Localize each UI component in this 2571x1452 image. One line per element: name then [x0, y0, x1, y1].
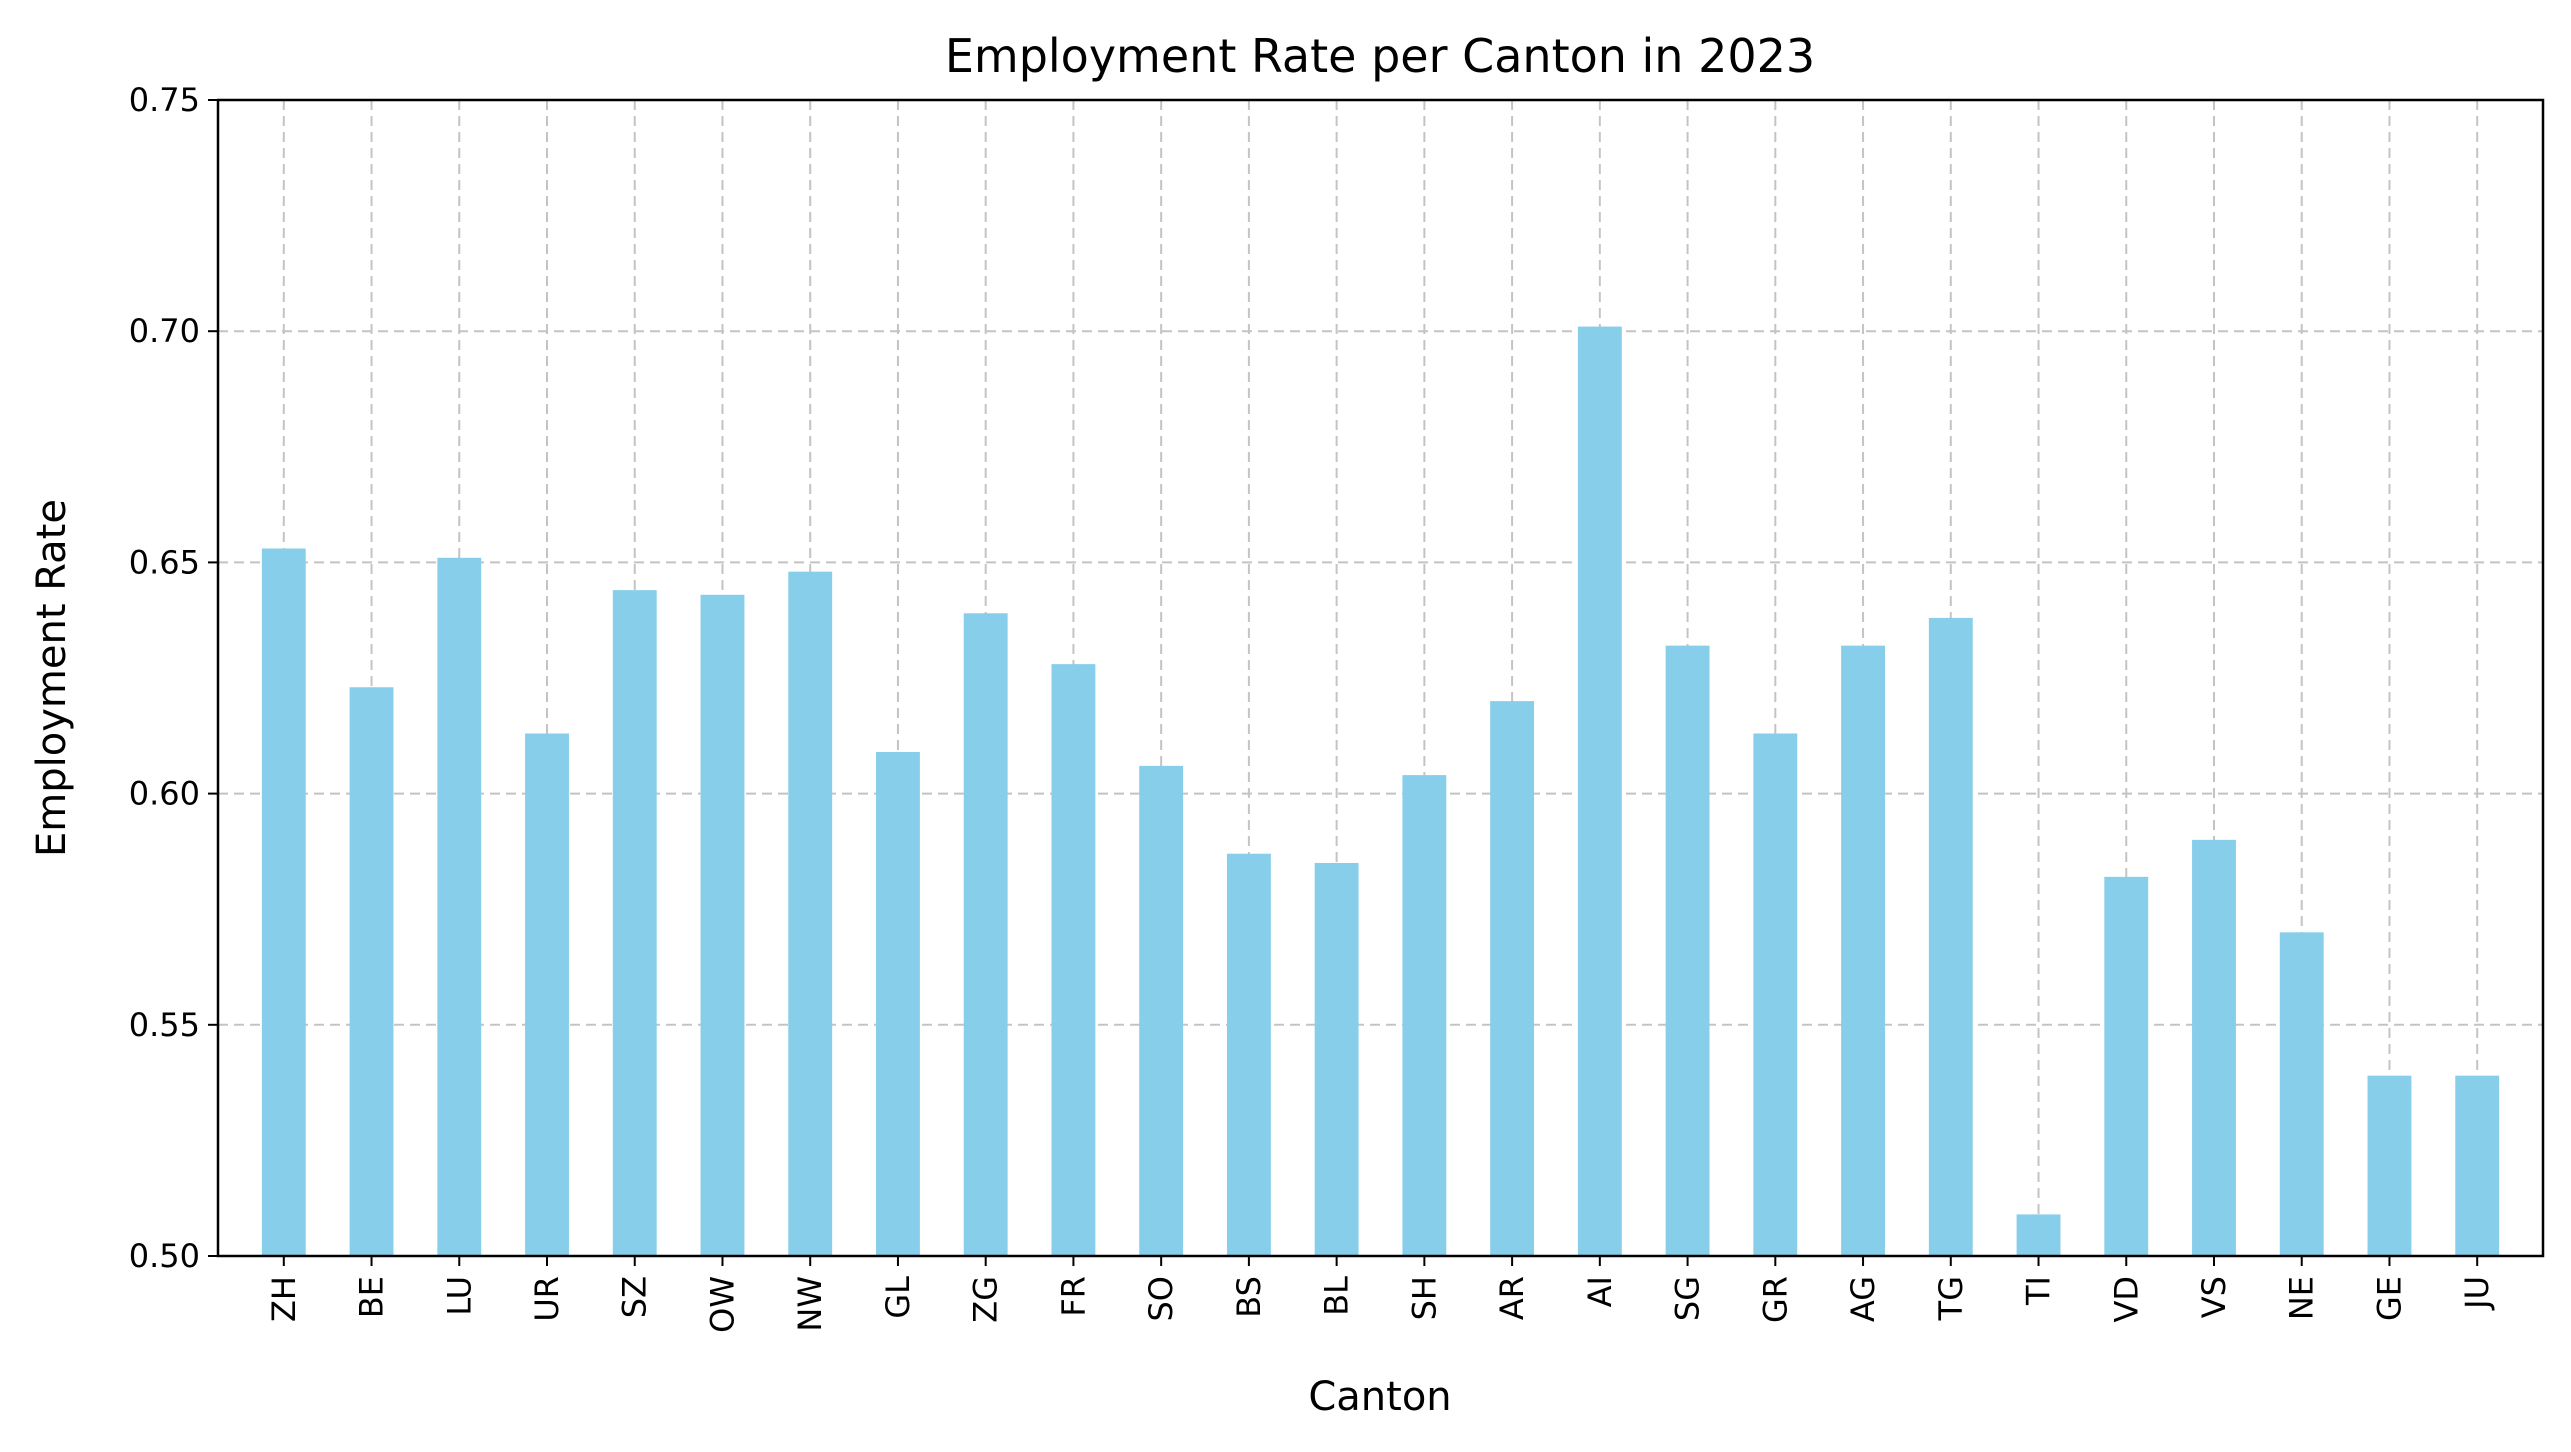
x-tick-label: GE — [2370, 1276, 2408, 1321]
bar-ur — [525, 733, 569, 1256]
bar-sz — [612, 590, 657, 1256]
y-tick-label: 0.55 — [129, 1006, 200, 1044]
bar-sg — [1665, 645, 1710, 1256]
bar-vs — [2192, 839, 2236, 1256]
x-tick-label: TG — [1932, 1276, 1970, 1321]
bar-bl — [1314, 862, 1359, 1256]
x-tick-label: SH — [1405, 1276, 1443, 1320]
x-tick-label: TI — [2020, 1276, 2058, 1306]
x-tick-label: AI — [1581, 1276, 1619, 1307]
x-tick-label: ZG — [967, 1276, 1005, 1323]
bar-be — [349, 687, 394, 1256]
y-tick-label: 0.50 — [129, 1237, 200, 1275]
x-tick-label: NE — [2283, 1276, 2321, 1320]
bar-ow — [700, 594, 745, 1256]
x-axis-label: Canton — [1308, 1374, 1451, 1420]
y-tick-label: 0.65 — [129, 543, 200, 581]
x-tick-label: AR — [1493, 1276, 1531, 1320]
x-tick-label: SZ — [616, 1276, 654, 1318]
x-tick-label: VS — [2195, 1276, 2233, 1318]
y-tick-label: 0.75 — [129, 81, 200, 119]
x-tick-label: FR — [1054, 1276, 1092, 1317]
x-tick-label: BL — [1318, 1276, 1356, 1316]
x-tick-label: LU — [440, 1276, 478, 1316]
bar-ag — [1841, 645, 1885, 1256]
bar-bs — [1226, 853, 1271, 1256]
bar-nw — [788, 571, 833, 1256]
y-tick-label: 0.60 — [129, 775, 200, 813]
bar-ai — [1577, 326, 1622, 1256]
x-tick-label: GL — [879, 1276, 917, 1319]
bar-gr — [1753, 733, 1798, 1256]
bar-vd — [2104, 876, 2149, 1256]
x-tick-label: VD — [2107, 1276, 2145, 1323]
x-tick-label: JU — [2458, 1276, 2496, 1311]
bar-ti — [2016, 1214, 2061, 1256]
axes: 0.50 0.55 0.60 0.65 0.70 0.75 ZH BE LU UR SZ OW NW GL… — [129, 81, 2496, 1333]
bar-zh — [261, 548, 306, 1256]
bar-gl — [876, 751, 920, 1256]
x-tick-label: GR — [1756, 1276, 1794, 1323]
bar-so — [1139, 765, 1184, 1256]
bar-ge — [2367, 1075, 2412, 1256]
x-tick-label: BS — [1230, 1276, 1268, 1318]
x-tick-label: OW — [703, 1276, 741, 1333]
x-tick-label: SG — [1669, 1276, 1707, 1321]
bar-sh — [1402, 775, 1447, 1256]
x-tick-label: SO — [1142, 1276, 1180, 1322]
x-tick-label: ZH — [265, 1276, 303, 1322]
bars — [261, 326, 2500, 1256]
bar-ju — [2455, 1075, 2500, 1256]
plot-frame — [216, 98, 2545, 1258]
bar-ne — [2279, 932, 2324, 1256]
bar-ar — [1490, 701, 1535, 1256]
chart-title: Employment Rate per Canton in 2023 — [945, 29, 1815, 83]
x-tick-label: UR — [528, 1276, 566, 1322]
x-tick-label: AG — [1844, 1276, 1882, 1322]
bar-lu — [437, 557, 482, 1256]
x-tick-label: NW — [791, 1276, 829, 1332]
bar-zg — [963, 613, 1008, 1256]
y-tick-label: 0.70 — [129, 312, 200, 350]
bar-fr — [1051, 664, 1096, 1256]
y-axis-label: Employment Rate — [29, 499, 75, 857]
bar-tg — [1928, 617, 1973, 1256]
x-tick-label: BE — [353, 1276, 391, 1318]
